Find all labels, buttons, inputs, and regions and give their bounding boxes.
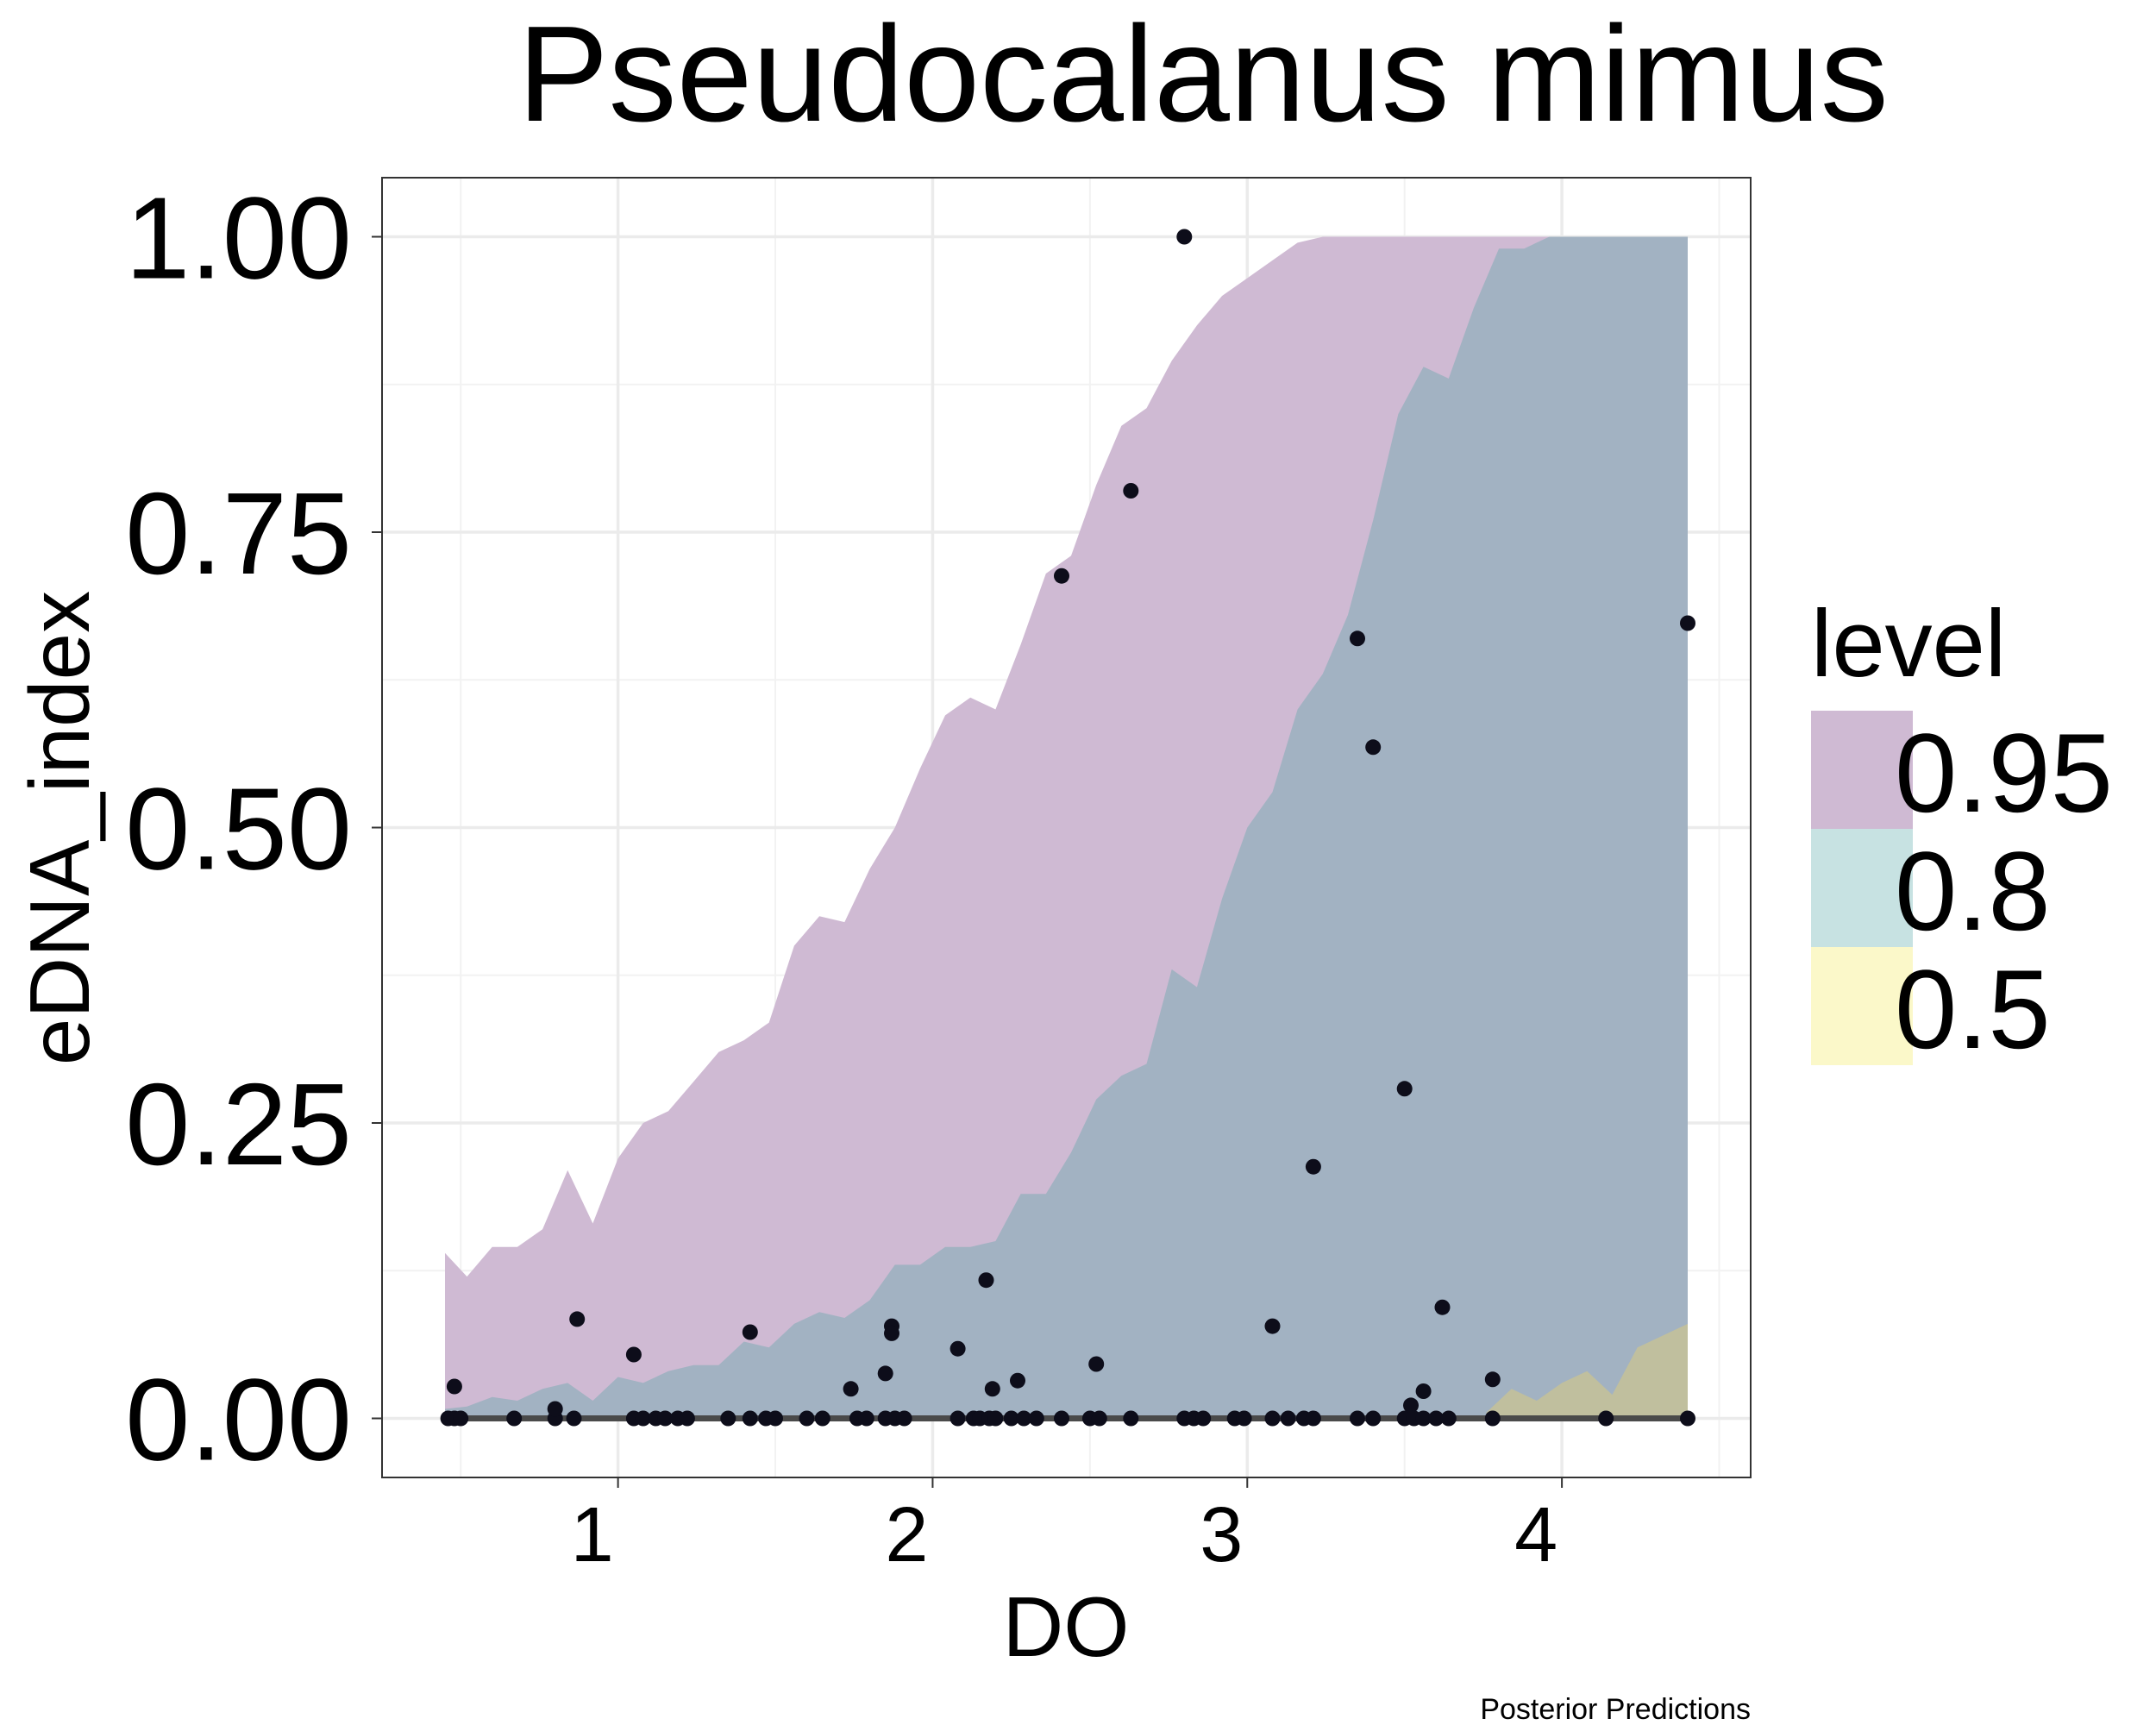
data-point: [1123, 1410, 1139, 1427]
data-point: [720, 1410, 736, 1427]
data-point: [1176, 229, 1193, 245]
legend-swatch: [1811, 829, 1913, 947]
band-50: [1486, 1323, 1688, 1419]
data-point: [1236, 1410, 1252, 1427]
data-point: [1264, 1318, 1281, 1334]
data-point: [877, 1365, 893, 1382]
data-point: [1054, 1410, 1069, 1427]
y-axis-title: eDNA_index: [12, 591, 107, 1065]
data-point: [1305, 1158, 1321, 1175]
data-point: [1598, 1410, 1614, 1427]
data-point: [1028, 1410, 1044, 1427]
legend-label: 0.95: [1895, 710, 2113, 836]
legend-label: 0.8: [1895, 828, 2051, 954]
data-point: [1365, 739, 1382, 756]
data-point: [1365, 1410, 1382, 1427]
x-tick-label: 2: [885, 1492, 928, 1578]
data-point: [1415, 1410, 1432, 1427]
data-point: [547, 1401, 563, 1417]
y-axis: 0.00 0.25 0.50 0.75 1.00: [125, 173, 382, 1485]
data-point: [742, 1410, 758, 1427]
data-point: [1305, 1410, 1321, 1427]
data-point: [814, 1410, 830, 1427]
data-point: [1396, 1081, 1413, 1097]
data-point: [1403, 1397, 1419, 1414]
data-point: [1484, 1371, 1501, 1388]
data-point: [1264, 1410, 1281, 1427]
data-point: [987, 1410, 1004, 1427]
data-point: [1016, 1410, 1032, 1427]
data-point: [446, 1378, 462, 1395]
data-point: [1195, 1410, 1212, 1427]
data-point: [1010, 1372, 1025, 1389]
data-point: [566, 1410, 582, 1427]
data-point: [1680, 1410, 1695, 1427]
chart-title: Pseudocalanus mimus: [517, 0, 1889, 150]
legend-label: 0.5: [1895, 946, 2051, 1072]
data-point: [843, 1381, 859, 1397]
data-point: [506, 1410, 523, 1427]
data-point: [1003, 1410, 1019, 1427]
data-point: [1680, 615, 1695, 631]
x-tick-label: 3: [1200, 1492, 1243, 1578]
data-point: [1434, 1299, 1451, 1315]
data-point: [1350, 1410, 1365, 1427]
legend-swatch: [1811, 947, 1913, 1065]
data-point: [1484, 1410, 1501, 1427]
data-point: [884, 1325, 899, 1341]
data-point: [896, 1410, 912, 1427]
y-tick-label: 0.75: [125, 468, 352, 599]
data-point: [978, 1272, 994, 1289]
x-axis-title: DO: [1003, 1579, 1130, 1674]
data-point: [950, 1410, 966, 1427]
x-tick-label: 4: [1514, 1492, 1557, 1578]
y-tick-label: 0.00: [125, 1355, 352, 1485]
data-point: [1091, 1410, 1107, 1427]
data-point: [768, 1410, 783, 1427]
data-point: [625, 1346, 642, 1363]
data-point: [569, 1311, 586, 1327]
x-tick-label: 1: [571, 1492, 614, 1578]
y-tick-label: 1.00: [125, 173, 352, 304]
data-point: [1440, 1410, 1457, 1427]
data-point: [984, 1381, 1000, 1397]
data-point: [635, 1410, 651, 1427]
data-point: [858, 1410, 874, 1427]
data-point: [679, 1410, 695, 1427]
legend-title: level: [1811, 591, 2006, 697]
data-point: [1428, 1410, 1445, 1427]
data-point: [1350, 630, 1365, 647]
data-points: [440, 229, 1695, 1427]
y-tick-label: 0.25: [125, 1059, 352, 1189]
data-point: [742, 1324, 758, 1340]
data-point: [950, 1340, 966, 1357]
y-tick-label: 0.50: [125, 764, 352, 894]
x-axis: 1 2 3 4: [571, 1477, 1564, 1578]
caption: Posterior Predictions: [1480, 1693, 1751, 1725]
data-point: [799, 1410, 815, 1427]
data-point: [1054, 568, 1069, 584]
data-point: [1088, 1356, 1105, 1372]
legend-swatch: [1811, 711, 1913, 829]
data-point: [1123, 483, 1139, 499]
data-point: [1415, 1383, 1432, 1399]
data-point: [453, 1410, 469, 1427]
data-point: [1280, 1410, 1296, 1427]
band-80: [445, 236, 1688, 1419]
legend: level 0.950.80.5: [1811, 591, 2113, 1072]
data-point: [657, 1410, 674, 1427]
